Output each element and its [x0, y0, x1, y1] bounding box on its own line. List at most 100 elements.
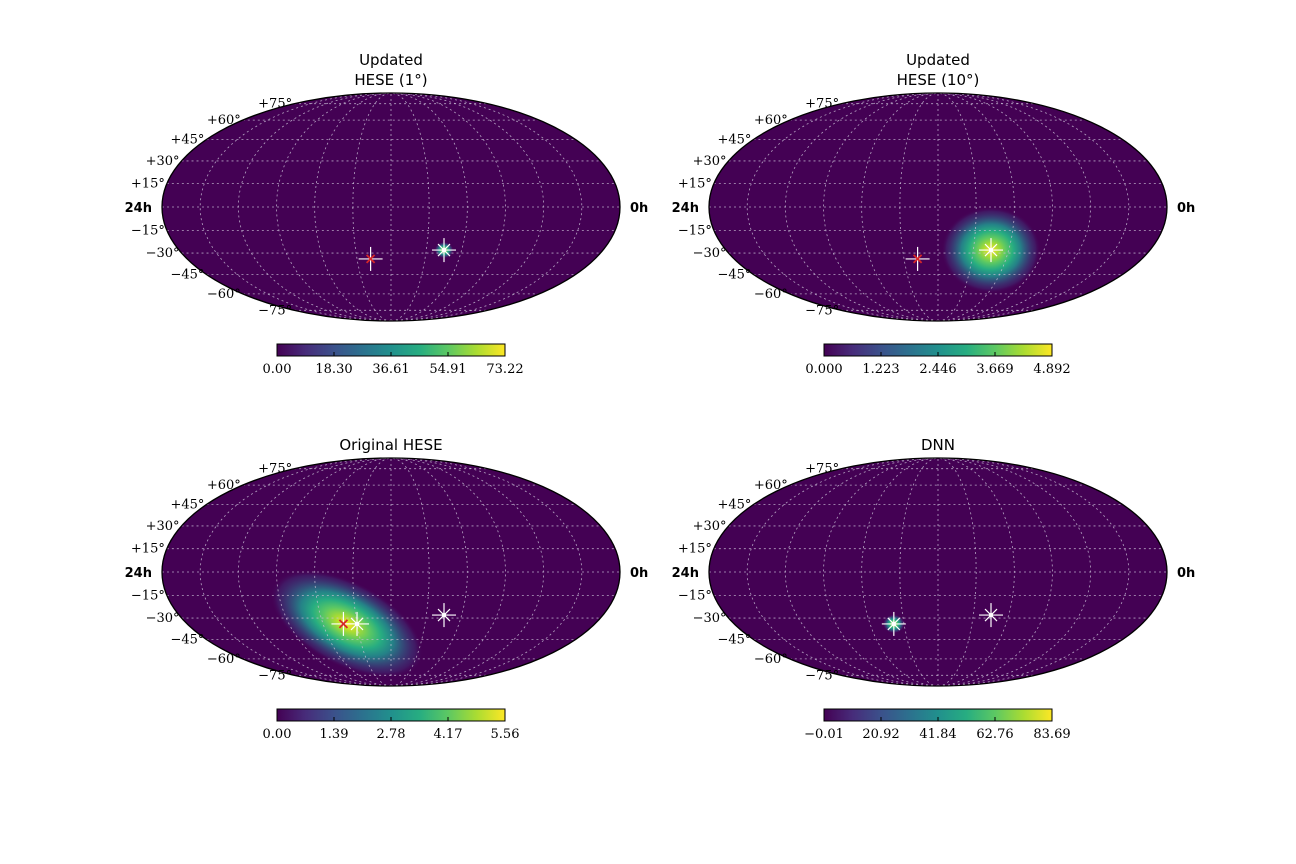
declination-label: −45° — [171, 267, 205, 282]
declination-label: +60° — [207, 113, 241, 128]
graticule — [709, 93, 1167, 321]
colorbar-tick-label: 4.892 — [1033, 362, 1070, 377]
colorbar-tick-label: 0.00 — [263, 362, 292, 377]
colorbar: 0.000 1.223 2.446 3.669 4.892 — [805, 343, 1071, 377]
declination-label: −30° — [693, 611, 727, 626]
declination-label: −45° — [171, 632, 205, 647]
declination-label: +15° — [131, 177, 165, 192]
sky-outline — [708, 457, 1168, 687]
sky-background — [709, 458, 1167, 686]
declination-label: −15° — [131, 588, 165, 603]
sky-background — [162, 93, 620, 321]
declination-label: +30° — [693, 519, 727, 534]
declination-label: −60° — [754, 652, 788, 667]
declination-label: +60° — [207, 478, 241, 493]
ra-label-left: 24h — [125, 201, 152, 216]
graticule — [162, 458, 620, 686]
declination-label: +30° — [146, 519, 180, 534]
colorbar-tick-label: 5.56 — [491, 727, 520, 742]
declination-label: −75° — [258, 303, 292, 318]
panel-title: HESE (10°) — [897, 71, 980, 89]
panel-title: DNN — [921, 436, 955, 454]
ra-label-right: 0h — [630, 201, 648, 216]
colorbar-tick-label: 2.446 — [919, 362, 956, 377]
ra-label-right: 0h — [630, 566, 648, 581]
sky-outline — [161, 92, 621, 322]
colorbar-tick-label: 20.92 — [862, 727, 899, 742]
declination-label: −75° — [258, 668, 292, 683]
declination-label: −60° — [207, 287, 241, 302]
declination-label: −15° — [678, 588, 712, 603]
declination-label: +75° — [258, 462, 292, 477]
panel-title: HESE (1°) — [354, 71, 427, 89]
colorbar-tick-label: 1.223 — [862, 362, 899, 377]
sky-map-panel: Updated HESE (1°) +75° +60°+45° +30° +15° −15°… — [125, 51, 649, 377]
declination-label: +45° — [171, 498, 205, 513]
declination-label: −75° — [805, 668, 839, 683]
white-cross-marker — [345, 611, 370, 636]
sky-background — [162, 458, 620, 686]
graticule — [162, 93, 620, 321]
declination-label: −15° — [678, 223, 712, 238]
white-cross-marker — [979, 603, 1004, 628]
declination-label: +60° — [754, 113, 788, 128]
colorbar: 0.00 1.39 2.78 4.17 5.56 — [263, 708, 520, 742]
white-cross-marker — [881, 611, 906, 636]
declination-label: +75° — [805, 97, 839, 112]
declination-label: −45° — [718, 632, 752, 647]
declination-label: +60° — [754, 478, 788, 493]
white-cross-marker — [432, 238, 457, 263]
panel-title: Updated — [906, 51, 970, 69]
colorbar-tick-label: 0.00 — [263, 727, 292, 742]
declination-label: +45° — [718, 498, 752, 513]
ra-label-left: 24h — [672, 566, 699, 581]
colorbar-tick-label: 54.91 — [429, 362, 466, 377]
declination-label: +75° — [258, 97, 292, 112]
declination-label: +45° — [171, 133, 205, 148]
colorbar-tick-label: −0.01 — [804, 727, 844, 742]
declination-label: −60° — [754, 287, 788, 302]
sky-map-panel: Original HESE +75° +60°+45° +30° +15° −15° −30… — [125, 436, 649, 742]
sky-map-panel: Updated HESE (10°) +75° +60°+45° +30° +15° −15… — [672, 51, 1196, 377]
panel-title: Original HESE — [339, 436, 442, 454]
sky-outline — [161, 457, 621, 687]
declination-label: −45° — [718, 267, 752, 282]
declination-label: +75° — [805, 462, 839, 477]
colorbar-tick-label: 62.76 — [976, 727, 1013, 742]
white-cross-marker — [979, 238, 1004, 263]
sky-background — [709, 93, 1167, 321]
colorbar: 0.00 18.30 36.61 54.91 73.22 — [263, 343, 524, 377]
declination-label: +30° — [693, 154, 727, 169]
colorbar: −0.01 20.92 41.84 62.76 83.69 — [804, 708, 1071, 742]
colorbar-tick-label: 0.000 — [805, 362, 842, 377]
sky-map-panel: DNN +75° +60°+45° +30° +15° −15° −30° −45°−60° −… — [672, 436, 1196, 742]
graticule — [709, 458, 1167, 686]
declination-label: +30° — [146, 154, 180, 169]
declination-label: +15° — [131, 542, 165, 557]
panel-title: Updated — [359, 51, 423, 69]
ra-label-left: 24h — [672, 201, 699, 216]
declination-label: −60° — [207, 652, 241, 667]
ra-label-right: 0h — [1177, 566, 1195, 581]
declination-label: −75° — [805, 303, 839, 318]
white-cross-marker — [432, 603, 457, 628]
declination-label: −30° — [693, 246, 727, 261]
colorbar-tick-label: 4.17 — [434, 727, 463, 742]
declination-label: +45° — [718, 133, 752, 148]
declination-label: +15° — [678, 542, 712, 557]
colorbar-tick-label: 2.78 — [377, 727, 406, 742]
declination-label: −30° — [146, 246, 180, 261]
colorbar-tick-label: 73.22 — [486, 362, 523, 377]
declination-label: −15° — [131, 223, 165, 238]
colorbar-tick-label: 41.84 — [919, 727, 956, 742]
colorbar-tick-label: 3.669 — [976, 362, 1013, 377]
colorbar-tick-label: 83.69 — [1033, 727, 1070, 742]
ra-label-right: 0h — [1177, 201, 1195, 216]
red-cross-marker — [905, 246, 930, 271]
ra-label-left: 24h — [125, 566, 152, 581]
colorbar-tick-label: 18.30 — [315, 362, 352, 377]
sky-outline — [708, 92, 1168, 322]
colorbar-tick-label: 36.61 — [372, 362, 409, 377]
declination-label: −30° — [146, 611, 180, 626]
